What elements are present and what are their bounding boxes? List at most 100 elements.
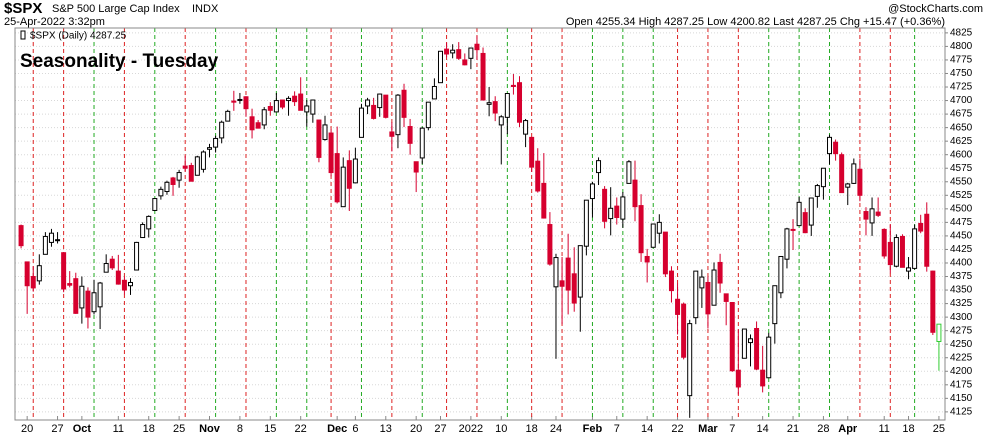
y-tick-label: 4625 xyxy=(950,136,973,147)
candle-body xyxy=(693,270,699,319)
candle-body xyxy=(407,126,413,144)
candle-body xyxy=(328,132,334,174)
candle-body xyxy=(808,197,814,226)
candle-body xyxy=(334,153,340,203)
candle-body xyxy=(158,188,164,197)
candle-body xyxy=(419,127,425,159)
candle-body xyxy=(571,273,577,304)
candle-body xyxy=(656,221,662,234)
candle-body xyxy=(346,160,352,189)
x-tick-label: Mar xyxy=(698,423,718,435)
candle-body xyxy=(462,59,468,66)
candle-body xyxy=(267,106,273,111)
candle-body xyxy=(541,182,547,219)
candle-body xyxy=(261,109,267,126)
candle-body xyxy=(127,281,133,287)
candle-body xyxy=(176,172,182,181)
y-tick-label: 4150 xyxy=(950,393,973,404)
candle-body xyxy=(358,107,364,138)
candle-body xyxy=(717,261,723,284)
symbol: $SPX xyxy=(4,0,42,17)
candle-body xyxy=(486,102,492,105)
candle-body xyxy=(115,270,121,285)
candle-body xyxy=(140,224,146,239)
candle-body xyxy=(431,85,437,100)
candle-body xyxy=(450,49,456,54)
candle-body xyxy=(316,119,322,158)
candle-body xyxy=(827,136,833,155)
candle-body xyxy=(401,89,407,118)
y-tick-label: 4650 xyxy=(950,122,973,133)
candle-body xyxy=(833,141,839,155)
x-tick-label: 8 xyxy=(237,423,243,435)
x-tick-label: 28 xyxy=(817,423,829,435)
x-tick-label: Feb xyxy=(583,423,603,435)
x-tick-label: 7 xyxy=(614,423,620,435)
candle-body xyxy=(36,265,42,282)
x-tick-label: 7 xyxy=(729,423,735,435)
candle-body xyxy=(79,285,85,309)
candle-body xyxy=(340,166,346,208)
candle-body xyxy=(845,183,851,188)
y-tick-label: 4300 xyxy=(950,312,973,323)
candle-body xyxy=(474,43,480,51)
legend: $SPX (Daily) 4287.25 xyxy=(20,30,127,42)
x-tick-label: 13 xyxy=(380,423,392,435)
candle-body xyxy=(18,225,24,247)
candle-body xyxy=(644,255,650,263)
y-tick-label: 4375 xyxy=(950,271,973,282)
candle-body xyxy=(535,160,541,192)
candle-body xyxy=(760,369,766,387)
candle-body xyxy=(255,122,261,129)
candle-body xyxy=(304,105,310,113)
y-tick-label: 4200 xyxy=(950,366,973,377)
candle-body xyxy=(200,151,206,170)
candle-body xyxy=(273,100,279,113)
candle-body xyxy=(194,156,200,176)
candle-body xyxy=(182,165,188,169)
y-tick-label: 4450 xyxy=(950,231,973,242)
x-tick-label: 25 xyxy=(933,423,945,435)
candle-body xyxy=(413,161,419,173)
y-tick-label: 4675 xyxy=(950,109,973,120)
candle-body xyxy=(754,327,760,370)
candle-body xyxy=(893,237,899,267)
candle-body xyxy=(213,137,219,148)
y-tick-label: 4500 xyxy=(950,203,973,214)
x-tick-label: Apr xyxy=(838,423,858,435)
credit: @StockCharts.com xyxy=(888,3,983,15)
x-tick-label: 10 xyxy=(495,423,507,435)
legend-icon xyxy=(20,30,26,40)
candle-body xyxy=(899,235,905,268)
x-tick-label: 18 xyxy=(526,423,538,435)
y-tick-label: 4775 xyxy=(950,55,973,66)
candle-body xyxy=(121,279,127,291)
candle-body xyxy=(170,177,176,185)
candle-body xyxy=(918,222,924,232)
candle-body xyxy=(863,211,869,220)
candle-body xyxy=(681,303,687,358)
candle-body xyxy=(924,213,930,267)
candle-body xyxy=(559,280,565,287)
candle-body xyxy=(67,283,73,286)
y-tick-label: 4275 xyxy=(950,325,973,336)
candle-body xyxy=(510,84,516,87)
candle-body xyxy=(292,95,298,103)
candle-body xyxy=(389,131,395,137)
x-tick-label: 14 xyxy=(757,423,769,435)
candle-body xyxy=(504,93,510,118)
candle-body xyxy=(638,205,644,254)
candle-body xyxy=(425,101,431,129)
candle-body xyxy=(839,154,845,194)
index-name: S&P 500 Large Cap Index xyxy=(52,3,180,15)
candle-body xyxy=(912,228,918,269)
plot-area xyxy=(15,28,948,420)
candle-body xyxy=(668,270,674,292)
candle-body xyxy=(61,252,67,290)
candle-body xyxy=(480,52,486,101)
candle-body xyxy=(650,223,656,248)
y-tick-label: 4350 xyxy=(950,285,973,296)
exchange: INDX xyxy=(192,3,219,15)
x-tick-label: 20 xyxy=(410,423,422,435)
